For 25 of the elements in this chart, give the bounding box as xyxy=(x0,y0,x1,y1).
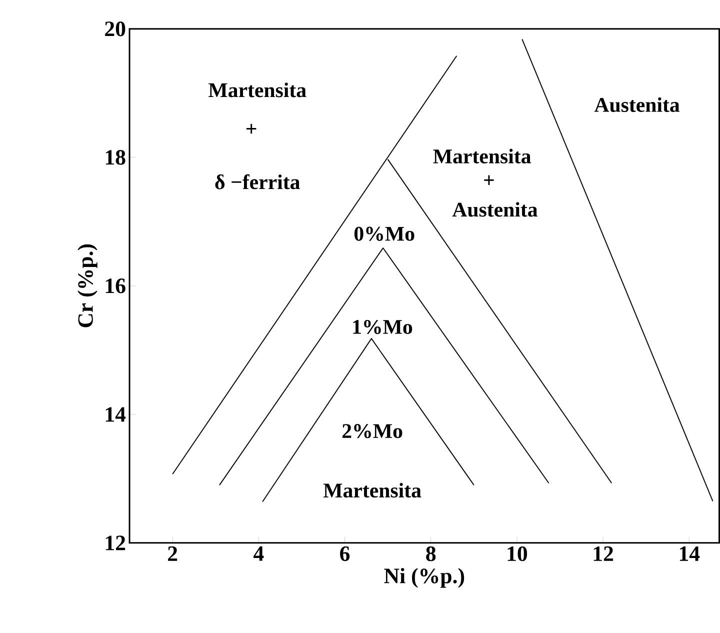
annotation: 0%Mo xyxy=(354,227,414,242)
annotation: Martensita xyxy=(323,483,422,498)
annotation: δ −ferrita xyxy=(215,174,300,190)
x-tick-label: 4 xyxy=(253,546,264,561)
annotation: + xyxy=(246,124,256,134)
x-axis-title: Ni (%p.) xyxy=(384,568,464,588)
x-tick-label: 10 xyxy=(508,546,528,562)
y-tick-label: 14 xyxy=(106,407,126,422)
x-tick-label: 6 xyxy=(340,546,350,562)
x-tick-label: 12 xyxy=(594,546,614,562)
annotation: Martensita xyxy=(433,148,531,164)
x-tick-label: 8 xyxy=(426,546,436,562)
annotation: 1%Mo xyxy=(353,320,412,334)
annotation: Martensita xyxy=(208,82,306,98)
annotation: Austenita xyxy=(452,202,538,217)
y-tick-label: 12 xyxy=(106,536,126,550)
y-tick-label: 18 xyxy=(106,150,126,165)
x-tick-label: 14 xyxy=(680,546,700,562)
annotation: Austenita xyxy=(594,98,680,112)
y-tick-label: 20 xyxy=(105,22,126,36)
x-tick-label: 2 xyxy=(168,546,178,562)
y-axis-title: Cr (%p.) xyxy=(78,244,98,328)
y-tick-label: 16 xyxy=(106,278,126,294)
annotation: + xyxy=(484,175,494,186)
annotation: 2%Mo xyxy=(342,424,402,438)
